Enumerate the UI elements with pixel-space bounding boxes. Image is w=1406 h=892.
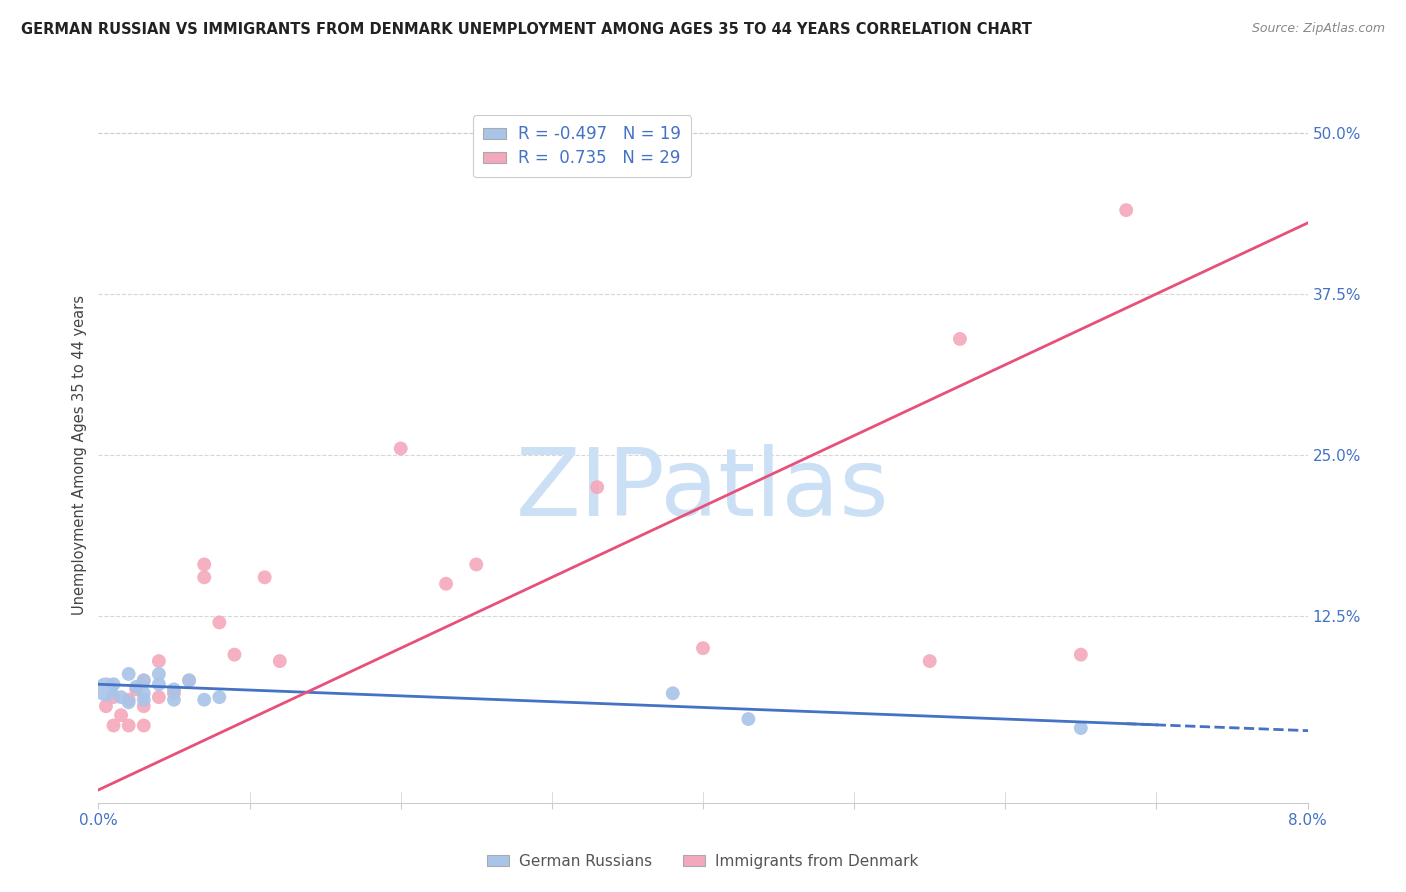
Point <box>148 677 170 691</box>
Point <box>118 667 141 681</box>
Point <box>103 677 125 691</box>
Point <box>737 712 759 726</box>
Point <box>110 690 132 705</box>
Point <box>103 718 125 732</box>
Text: GERMAN RUSSIAN VS IMMIGRANTS FROM DENMARK UNEMPLOYMENT AMONG AGES 35 TO 44 YEARS: GERMAN RUSSIAN VS IMMIGRANTS FROM DENMAR… <box>21 22 1032 37</box>
Point <box>103 690 125 705</box>
Point <box>148 690 170 705</box>
Point <box>1115 203 1137 218</box>
Point <box>586 480 609 494</box>
Point <box>163 686 186 700</box>
Point <box>118 695 141 709</box>
Legend: German Russians, Immigrants from Denmark: German Russians, Immigrants from Denmark <box>481 848 925 875</box>
Point <box>1070 721 1092 735</box>
Point <box>208 615 231 630</box>
Point <box>132 692 155 706</box>
Point <box>253 570 276 584</box>
Point <box>132 673 155 688</box>
Point <box>662 686 685 700</box>
Point <box>949 332 972 346</box>
Point <box>163 692 186 706</box>
Point <box>179 673 201 688</box>
Point <box>132 718 155 732</box>
Point <box>148 667 170 681</box>
Point <box>132 686 155 700</box>
Point <box>918 654 941 668</box>
Point <box>224 648 246 662</box>
Text: ZIPatlas: ZIPatlas <box>516 443 890 536</box>
Point <box>94 699 117 714</box>
Point <box>94 682 117 697</box>
Point <box>118 718 141 732</box>
Point <box>110 708 132 723</box>
Point <box>465 558 488 572</box>
Point <box>132 699 155 714</box>
Point <box>269 654 291 668</box>
Point <box>125 680 148 694</box>
Point <box>434 576 457 591</box>
Point <box>179 673 201 688</box>
Point <box>1070 648 1092 662</box>
Point <box>118 692 141 706</box>
Point <box>148 654 170 668</box>
Point <box>692 641 714 656</box>
Point <box>125 682 148 697</box>
Point <box>193 558 215 572</box>
Point <box>193 570 215 584</box>
Point <box>163 682 186 697</box>
Point <box>193 692 215 706</box>
Y-axis label: Unemployment Among Ages 35 to 44 years: Unemployment Among Ages 35 to 44 years <box>72 295 87 615</box>
Point <box>132 673 155 688</box>
Point <box>389 442 412 456</box>
Point <box>208 690 231 705</box>
Text: Source: ZipAtlas.com: Source: ZipAtlas.com <box>1251 22 1385 36</box>
